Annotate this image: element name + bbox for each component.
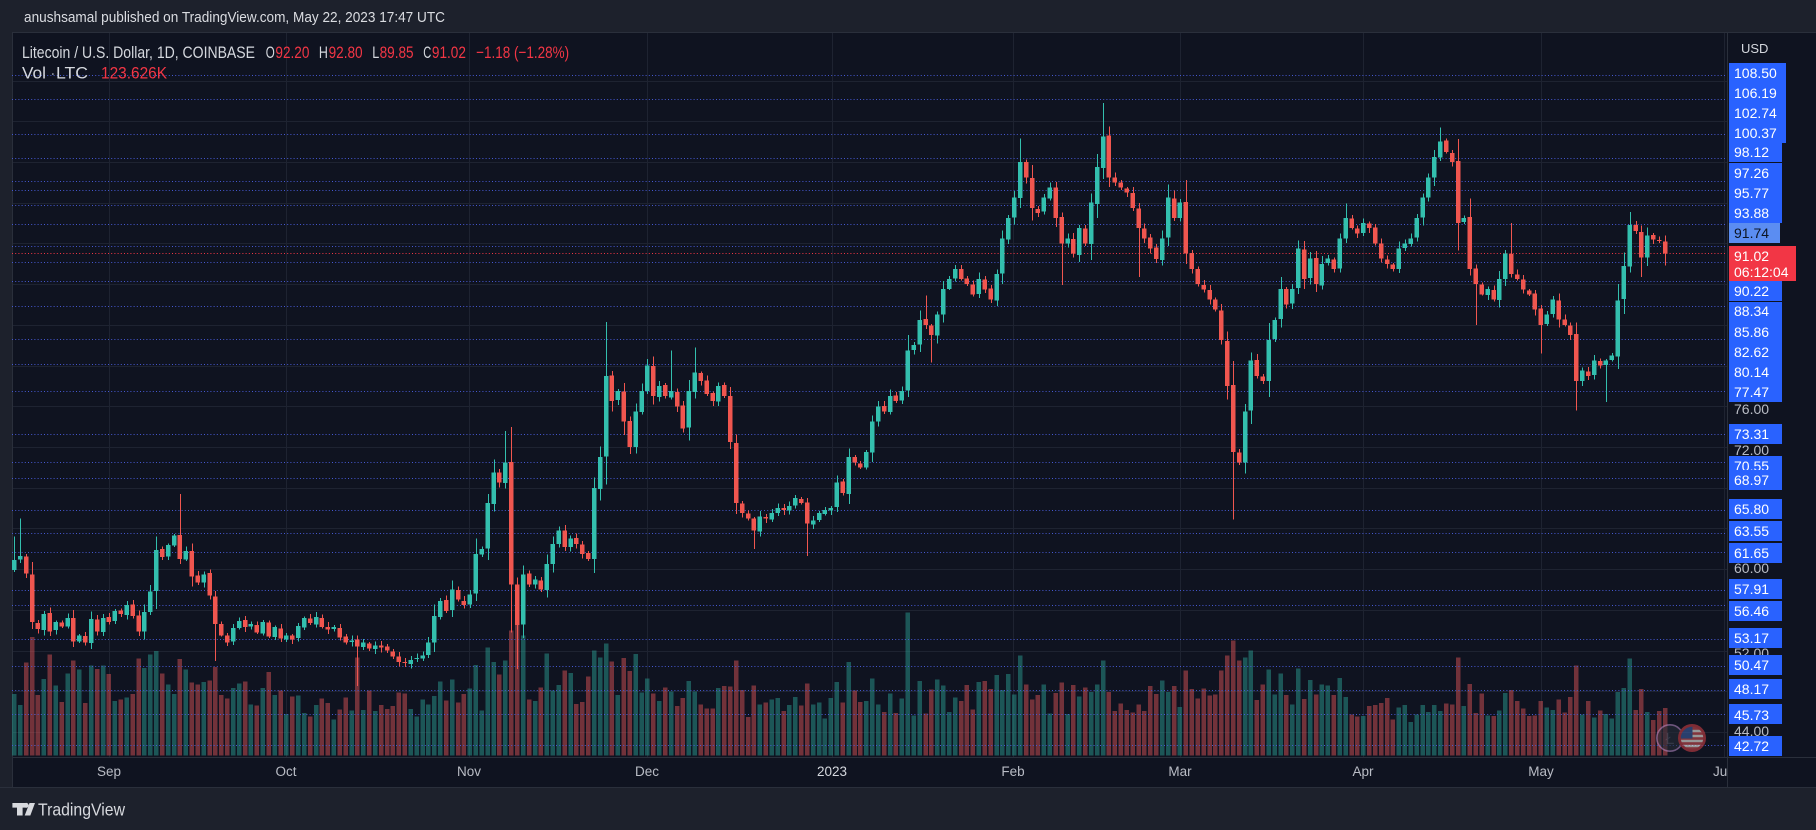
svg-text:56.46: 56.46 bbox=[1734, 603, 1769, 619]
svg-text:106.19: 106.19 bbox=[1734, 85, 1777, 101]
svg-text:72.00: 72.00 bbox=[1734, 442, 1769, 458]
svg-text:USD: USD bbox=[1741, 41, 1768, 56]
svg-text:L: L bbox=[372, 43, 379, 62]
svg-text:97.26: 97.26 bbox=[1734, 165, 1769, 181]
svg-text:93.88: 93.88 bbox=[1734, 205, 1769, 221]
svg-text:61.65: 61.65 bbox=[1734, 545, 1769, 561]
svg-text:Feb: Feb bbox=[1001, 764, 1024, 779]
svg-text:C: C bbox=[423, 43, 431, 62]
svg-text:91.74: 91.74 bbox=[1734, 225, 1769, 241]
svg-text:May: May bbox=[1528, 764, 1554, 779]
svg-text:Nov: Nov bbox=[457, 764, 481, 779]
svg-text:123.626K: 123.626K bbox=[101, 64, 168, 83]
svg-text:85.86: 85.86 bbox=[1734, 324, 1769, 340]
svg-text:−1.18 (−1.28%): −1.18 (−1.28%) bbox=[476, 43, 569, 62]
svg-text:102.74: 102.74 bbox=[1734, 105, 1777, 121]
svg-text:91.02: 91.02 bbox=[1734, 248, 1769, 264]
svg-text:50.47: 50.47 bbox=[1734, 657, 1769, 673]
svg-text:42.72: 42.72 bbox=[1734, 738, 1769, 754]
svg-text:Vol: Vol bbox=[22, 64, 46, 83]
svg-text:73.31: 73.31 bbox=[1734, 426, 1769, 442]
svg-text:80.14: 80.14 bbox=[1734, 364, 1769, 380]
svg-text:Litecoin / U.S. Dollar, 1D, CO: Litecoin / U.S. Dollar, 1D, COINBASE bbox=[22, 43, 255, 62]
svg-text:98.12: 98.12 bbox=[1734, 144, 1769, 160]
svg-text:91.02: 91.02 bbox=[432, 43, 466, 62]
svg-text:89.85: 89.85 bbox=[380, 43, 414, 62]
svg-text:O: O bbox=[266, 43, 275, 62]
svg-text:·: · bbox=[50, 64, 56, 83]
svg-text:92.80: 92.80 bbox=[329, 43, 363, 62]
svg-text:Mar: Mar bbox=[1168, 764, 1192, 779]
svg-text:77.47: 77.47 bbox=[1734, 384, 1769, 400]
svg-text:2023: 2023 bbox=[817, 764, 847, 779]
svg-text:Apr: Apr bbox=[1352, 764, 1374, 779]
svg-text:06:12:04: 06:12:04 bbox=[1734, 264, 1789, 280]
svg-text:88.34: 88.34 bbox=[1734, 303, 1769, 319]
svg-text:108.50: 108.50 bbox=[1734, 65, 1777, 81]
svg-text:82.62: 82.62 bbox=[1734, 344, 1769, 360]
svg-text:95.77: 95.77 bbox=[1734, 185, 1769, 201]
svg-text:Dec: Dec bbox=[635, 764, 659, 779]
svg-text:TradingView: TradingView bbox=[38, 800, 125, 820]
svg-text:48.17: 48.17 bbox=[1734, 681, 1769, 697]
svg-text:63.55: 63.55 bbox=[1734, 523, 1769, 539]
svg-text:90.22: 90.22 bbox=[1734, 283, 1769, 299]
svg-text:Oct: Oct bbox=[275, 764, 296, 779]
svg-text:Ju: Ju bbox=[1713, 764, 1727, 779]
svg-text:57.91: 57.91 bbox=[1734, 581, 1769, 597]
svg-text:53.17: 53.17 bbox=[1734, 630, 1769, 646]
svg-text:44.00: 44.00 bbox=[1734, 723, 1769, 739]
svg-text:45.73: 45.73 bbox=[1734, 707, 1769, 723]
svg-text:Sep: Sep bbox=[97, 764, 121, 779]
svg-text:60.00: 60.00 bbox=[1734, 560, 1769, 576]
svg-text:anushsamal published on Tradin: anushsamal published on TradingView.com,… bbox=[24, 9, 445, 26]
svg-text:H: H bbox=[319, 43, 328, 62]
svg-text:100.37: 100.37 bbox=[1734, 125, 1777, 141]
svg-text:76.00: 76.00 bbox=[1734, 401, 1769, 417]
svg-text:68.97: 68.97 bbox=[1734, 472, 1769, 488]
svg-text:Ł: Ł bbox=[1666, 731, 1675, 748]
svg-text:92.20: 92.20 bbox=[275, 43, 309, 62]
svg-text:LTC: LTC bbox=[56, 64, 88, 83]
svg-text:65.80: 65.80 bbox=[1734, 501, 1769, 517]
